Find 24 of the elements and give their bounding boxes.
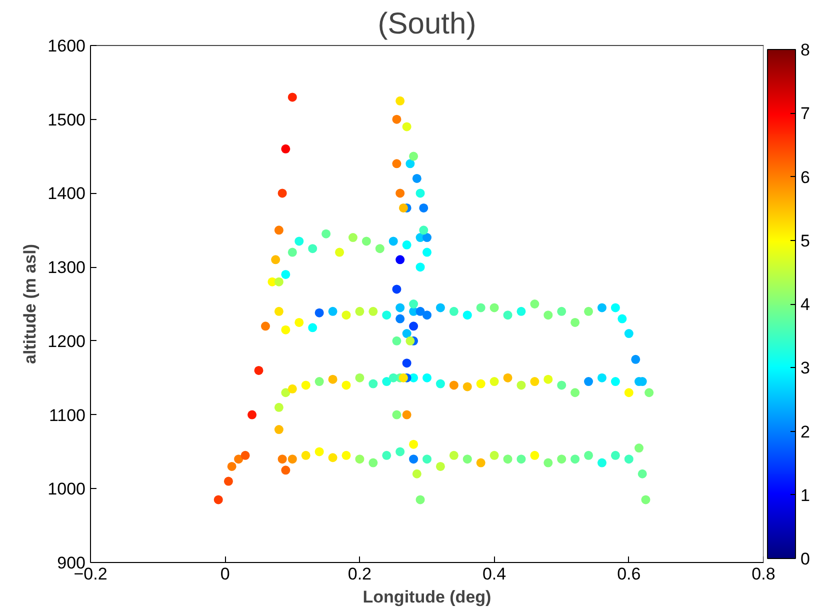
y-tick-label: 1200 — [48, 332, 86, 351]
y-axis-title: altitude (m asl) — [20, 244, 40, 364]
x-tick-label: 0.4 — [482, 564, 506, 584]
y-tick-label: 1600 — [48, 36, 86, 56]
y-tick-label: 1100 — [48, 406, 86, 425]
chart-title: (South) — [378, 8, 476, 40]
x-tick-label: 0.6 — [617, 564, 641, 584]
x-tick-label: 0.8 — [752, 564, 776, 584]
color-bar-label: 6 — [800, 168, 810, 187]
color-bar-label: 1 — [800, 486, 810, 505]
y-tick-label: 1300 — [48, 258, 86, 278]
color-bar-label: 5 — [800, 231, 810, 250]
color-bar-label: 7 — [800, 104, 810, 124]
y-tick-label: 1000 — [48, 480, 86, 499]
y-tick-label: 1500 — [48, 110, 86, 130]
color-bar-label: 8 — [800, 40, 810, 60]
color-bar-label: 2 — [800, 422, 810, 442]
color-bar-label: 0 — [800, 550, 810, 568]
x-tick-label: 0.2 — [348, 564, 372, 584]
x-tick-label: 0 — [220, 564, 230, 584]
y-tick-label: 1400 — [48, 184, 86, 204]
x-axis-title: Longitude (deg) — [362, 588, 492, 606]
color-bar-label: 3 — [800, 358, 810, 378]
color-bar-label: 4 — [800, 295, 810, 314]
